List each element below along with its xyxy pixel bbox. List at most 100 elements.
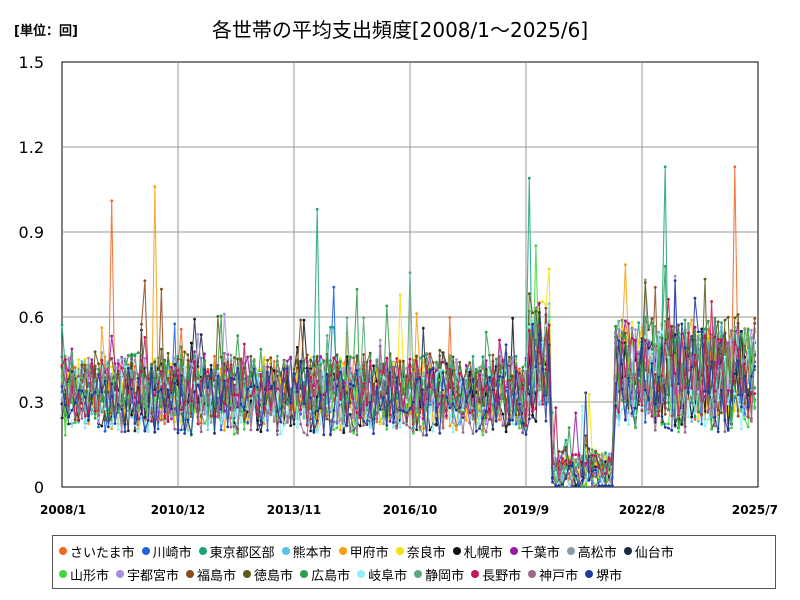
data-point	[309, 375, 312, 379]
data-point	[163, 359, 167, 363]
data-point	[295, 359, 299, 363]
data-point	[216, 415, 220, 419]
data-point	[660, 330, 664, 334]
data-point	[286, 411, 289, 414]
data-point	[693, 296, 697, 300]
data-point	[527, 417, 531, 421]
data-point	[232, 424, 236, 428]
data-point	[584, 478, 588, 482]
data-point	[696, 330, 700, 334]
data-point	[136, 351, 140, 354]
data-point	[193, 317, 197, 321]
data-point	[179, 366, 183, 369]
data-point	[683, 386, 687, 390]
data-point	[607, 456, 611, 460]
legend-marker-icon	[243, 570, 252, 578]
data-point	[501, 412, 505, 416]
data-point	[282, 367, 286, 370]
data-point	[342, 416, 346, 419]
y-tick-label: 0.9	[19, 223, 44, 242]
data-point	[329, 432, 332, 436]
data-point	[461, 431, 465, 434]
data-point	[223, 428, 226, 432]
data-point	[146, 377, 150, 381]
data-point	[726, 342, 730, 346]
data-point	[464, 379, 468, 382]
data-point	[647, 328, 650, 331]
data-point	[537, 324, 541, 328]
data-point	[564, 438, 568, 442]
data-point	[750, 419, 753, 423]
data-point	[743, 355, 747, 359]
data-point	[557, 475, 561, 479]
data-point	[634, 373, 637, 377]
data-point	[262, 402, 266, 405]
data-point	[315, 207, 319, 211]
data-point	[355, 354, 359, 358]
data-point	[136, 401, 140, 404]
data-point	[634, 413, 637, 417]
data-point	[362, 424, 365, 427]
data-point	[464, 400, 468, 403]
data-point	[753, 354, 757, 358]
data-point	[345, 424, 349, 427]
data-point	[77, 378, 80, 381]
data-point	[395, 376, 399, 380]
data-point	[83, 371, 87, 375]
data-point	[176, 357, 180, 361]
data-point	[438, 348, 442, 352]
data-point	[322, 433, 326, 437]
data-point	[696, 416, 700, 420]
data-point	[166, 413, 170, 416]
data-point	[431, 366, 435, 370]
data-point	[77, 402, 80, 406]
data-point	[226, 357, 230, 361]
data-point	[199, 364, 203, 368]
data-point	[342, 424, 346, 428]
data-point	[339, 418, 342, 422]
data-point	[315, 419, 319, 423]
data-point	[156, 391, 160, 394]
data-point	[418, 425, 422, 429]
legend-marker-icon	[198, 547, 207, 555]
data-point	[342, 429, 346, 433]
data-point	[173, 374, 177, 378]
data-point	[557, 484, 561, 487]
data-point	[103, 407, 107, 411]
data-point	[640, 404, 644, 407]
data-point	[236, 334, 240, 338]
data-point	[186, 380, 190, 384]
data-point	[199, 333, 203, 336]
data-point	[567, 484, 571, 487]
data-point	[736, 395, 740, 399]
data-point	[468, 361, 472, 365]
data-point	[491, 377, 495, 381]
legend-item: 徳島市	[243, 565, 293, 584]
data-point	[312, 404, 316, 407]
data-point	[448, 406, 452, 410]
data-point	[421, 326, 425, 330]
data-point	[226, 425, 230, 429]
data-point	[547, 343, 551, 347]
data-point	[504, 417, 508, 421]
data-point	[607, 477, 611, 481]
data-point	[236, 431, 240, 435]
legend-marker-icon	[357, 570, 366, 578]
data-point	[653, 412, 657, 416]
data-point	[63, 358, 67, 361]
data-point	[266, 411, 269, 415]
data-point	[491, 353, 495, 357]
data-point	[753, 317, 757, 320]
data-point	[73, 401, 77, 405]
data-point	[405, 411, 409, 415]
data-point	[620, 408, 624, 411]
data-point	[342, 364, 346, 367]
data-point	[451, 386, 455, 390]
data-point	[574, 458, 578, 462]
data-point	[100, 376, 104, 379]
data-point	[170, 394, 173, 398]
data-point	[746, 405, 750, 409]
data-point	[242, 382, 246, 385]
data-point	[720, 335, 723, 339]
data-point	[262, 422, 266, 426]
